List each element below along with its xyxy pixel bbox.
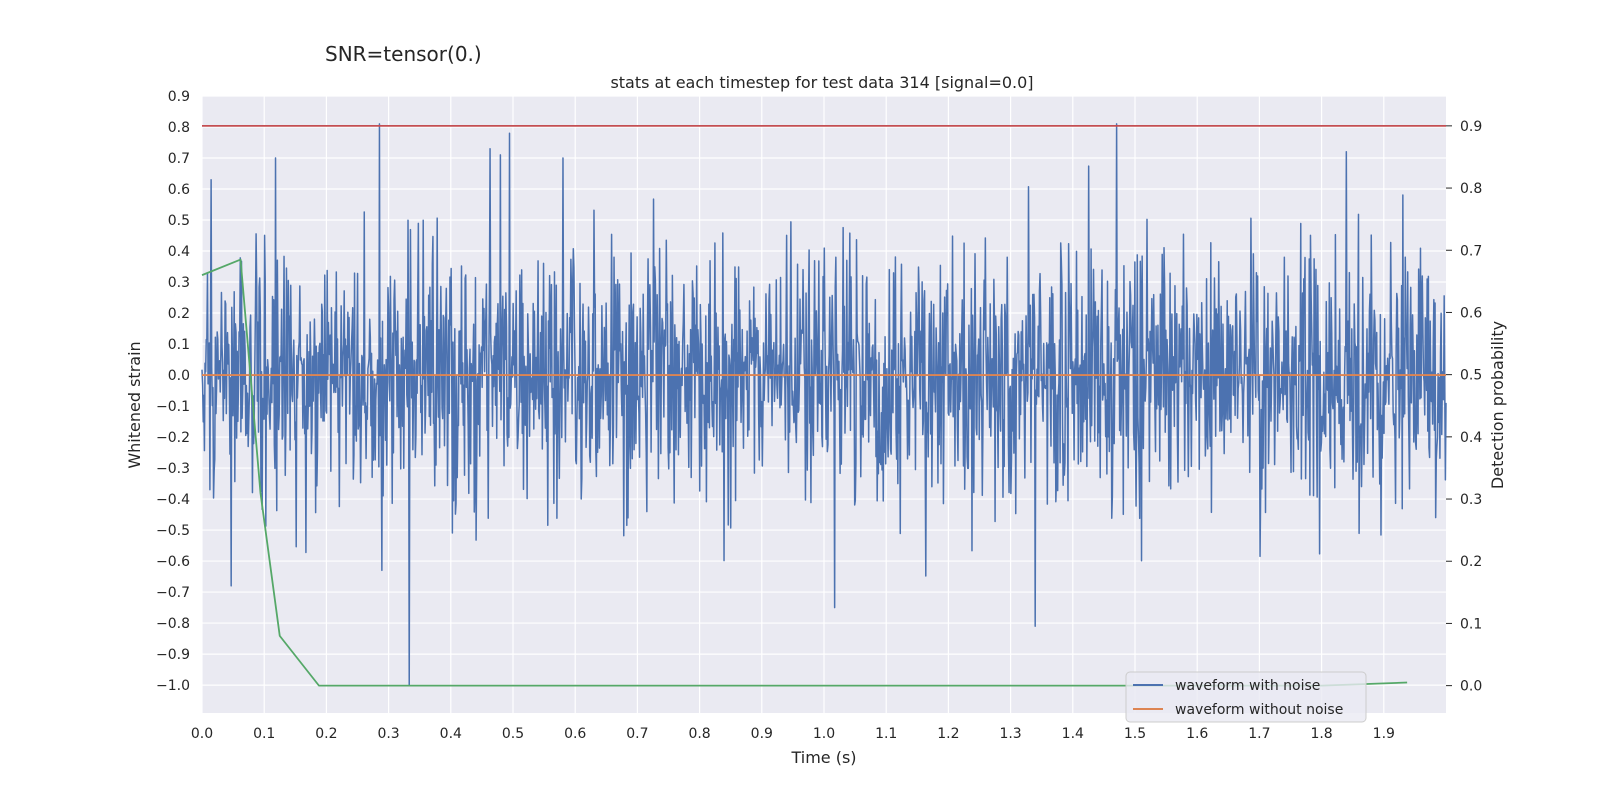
x-tick-label: 0.8 xyxy=(688,726,710,742)
y-axis-label: Whitened strain xyxy=(125,341,144,468)
y-tick-label: −1.0 xyxy=(156,678,190,694)
y2-tick-label: 0.9 xyxy=(1460,119,1482,135)
x-tick-label: 0.1 xyxy=(253,726,275,742)
series-line-waveform-with-noise xyxy=(201,123,1447,686)
x-tick-label: 1.8 xyxy=(1310,726,1332,742)
y-tick-label: −0.7 xyxy=(156,585,190,601)
y-tick-label: −0.6 xyxy=(156,554,190,570)
x-tick-label: 1.4 xyxy=(1062,726,1084,742)
y-tick-label: −0.3 xyxy=(156,461,190,477)
x-tick-label: 1.1 xyxy=(875,726,897,742)
legend: waveform with noise waveform without noi… xyxy=(1125,671,1367,723)
x-tick-label: 0.5 xyxy=(502,726,524,742)
y-tick-label: −0.2 xyxy=(156,430,190,446)
right-tick-labels: 0.9 0.8 0.7 0.6 0.5 0.4 0.3 0.2 0.1 0.0 xyxy=(1446,119,1482,695)
legend-label-clean: waveform without noise xyxy=(1175,702,1343,718)
x-tick-label: 0.6 xyxy=(564,726,586,742)
y2-axis-label: Detection probability xyxy=(1488,321,1507,489)
y2-tick-label: 0.7 xyxy=(1460,243,1482,259)
y-tick-label: 0.7 xyxy=(168,151,190,167)
left-tick-labels: 0.9 0.8 0.7 0.6 0.5 0.4 0.3 0.2 0.1 0.0 −0.1 −0.2 −0… xyxy=(156,89,190,694)
x-tick-label: 0.2 xyxy=(315,726,337,742)
x-tick-label: 0.0 xyxy=(191,726,213,742)
y-tick-label: −0.4 xyxy=(156,492,190,508)
x-tick-label: 1.0 xyxy=(813,726,835,742)
suptitle: SNR=tensor(0.) xyxy=(325,42,482,66)
y-tick-label: 0.4 xyxy=(168,244,190,260)
x-tick-labels: 0.0 0.1 0.2 0.3 0.4 0.5 0.6 0.7 0.8 0.9 1.0 1.1 1.2 1… xyxy=(191,726,1395,742)
x-tick-label: 0.7 xyxy=(626,726,648,742)
x-tick-label: 1.9 xyxy=(1373,726,1395,742)
y-tick-label: 0.2 xyxy=(168,306,190,322)
y2-tick-label: 0.1 xyxy=(1460,616,1482,632)
x-tick-label: 0.3 xyxy=(377,726,399,742)
legend-box xyxy=(1125,671,1367,723)
x-tick-label: 1.2 xyxy=(937,726,959,742)
y-tick-label: 0.9 xyxy=(168,89,190,105)
x-tick-label: 1.6 xyxy=(1186,726,1208,742)
y2-tick-label: 0.5 xyxy=(1460,368,1482,384)
y-tick-label: −0.1 xyxy=(156,399,190,415)
x-axis-label: Time (s) xyxy=(790,748,856,767)
y2-tick-label: 0.2 xyxy=(1460,554,1482,570)
y-tick-label: −0.5 xyxy=(156,523,190,539)
y-tick-label: 0.1 xyxy=(168,337,190,353)
x-tick-label: 0.9 xyxy=(751,726,773,742)
x-tick-label: 1.5 xyxy=(1124,726,1146,742)
y-tick-label: −0.9 xyxy=(156,647,190,663)
y2-tick-label: 0.8 xyxy=(1460,181,1482,197)
y2-tick-label: 0.6 xyxy=(1460,305,1482,321)
y-tick-label: −0.8 xyxy=(156,616,190,632)
series-layer xyxy=(201,123,1447,687)
legend-label-noise: waveform with noise xyxy=(1175,678,1320,694)
x-tick-label: 0.4 xyxy=(440,726,462,742)
x-tick-label: 1.3 xyxy=(999,726,1021,742)
y2-tick-label: 0.4 xyxy=(1460,430,1482,446)
y-tick-label: 0.6 xyxy=(168,182,190,198)
y-tick-label: 0.3 xyxy=(168,275,190,291)
y-tick-label: 0.8 xyxy=(168,120,190,136)
x-tick-label: 1.7 xyxy=(1248,726,1270,742)
y-tick-label: 0.0 xyxy=(168,368,190,384)
y2-tick-label: 0.3 xyxy=(1460,492,1482,508)
y2-tick-label: 0.0 xyxy=(1460,679,1482,695)
y-tick-label: 0.5 xyxy=(168,213,190,229)
chart-title: stats at each timestep for test data 314… xyxy=(610,73,1033,92)
